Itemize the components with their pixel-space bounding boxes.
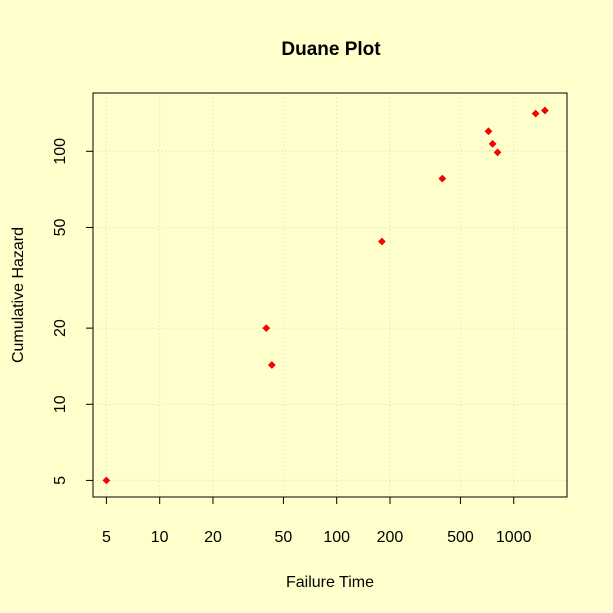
data-point (488, 139, 497, 148)
x-tick-label: 200 (377, 529, 404, 546)
data-point (262, 324, 271, 333)
grid (93, 93, 567, 497)
plot-frame (92, 92, 568, 498)
data-point (377, 237, 386, 246)
y-axis-label: Cumulative Hazard (10, 227, 27, 363)
data-point (102, 476, 111, 485)
x-axis: 5 10 20 50 100 200 500 1000 (102, 497, 532, 546)
x-tick-label: 50 (275, 529, 293, 546)
data-point (531, 109, 540, 118)
y-tick-label: 5 (52, 476, 69, 485)
y-tick-label: 100 (52, 138, 69, 165)
data-point (267, 361, 276, 369)
y-axis: 5 10 20 50 100 (52, 138, 93, 485)
data-point (484, 127, 493, 136)
data-point (540, 106, 549, 115)
x-tick-label: 100 (323, 529, 350, 546)
y-tick-label: 50 (52, 218, 69, 236)
x-tick-label: 10 (151, 529, 169, 546)
x-axis-label: Failure Time (286, 574, 374, 591)
chart-title: Duane Plot (281, 39, 381, 60)
x-tick-label: 20 (204, 529, 222, 546)
data-point (493, 148, 502, 157)
x-tick-label: 1000 (496, 529, 532, 546)
data-points (102, 106, 549, 485)
x-tick-label: 500 (447, 529, 474, 546)
y-tick-label: 20 (52, 319, 69, 337)
x-tick-label: 5 (102, 529, 111, 546)
data-point (438, 174, 447, 183)
y-tick-label: 10 (52, 395, 69, 413)
